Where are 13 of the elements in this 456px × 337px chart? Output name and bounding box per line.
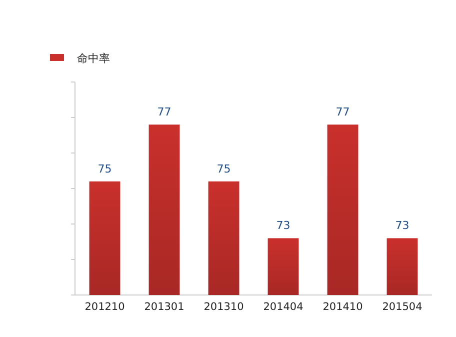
data-label: 75 (98, 162, 112, 176)
data-label: 77 (336, 106, 350, 119)
legend-label: 命中率 (77, 52, 110, 65)
data-label: 73 (276, 219, 290, 232)
x-tick-label: 201310 (204, 301, 244, 313)
x-tick-label: 201210 (84, 301, 125, 313)
x-tick-label: 201410 (322, 301, 363, 313)
x-tick-label: 201404 (263, 301, 304, 313)
data-label: 73 (395, 219, 410, 232)
x-tick-label: 201504 (382, 301, 423, 313)
data-label: 77 (157, 106, 172, 119)
x-tick-label: 201301 (144, 301, 184, 313)
data-label: 75 (216, 162, 231, 176)
